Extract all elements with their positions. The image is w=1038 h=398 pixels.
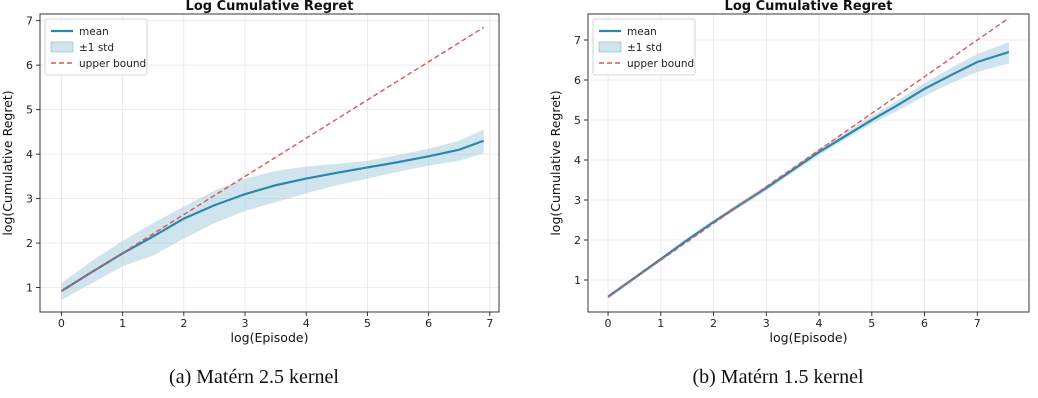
- y-tick-label: 6: [574, 74, 581, 87]
- upper-bound-line: [607, 17, 1010, 298]
- x-axis-label: log(Episode): [770, 330, 848, 345]
- x-axis-label: log(Episode): [231, 330, 309, 345]
- y-tick-label: 1: [574, 274, 581, 287]
- x-tick-label: 7: [486, 317, 493, 330]
- legend-label: ±1 std: [79, 42, 114, 54]
- std-band: [61, 129, 484, 300]
- x-tick-label: 1: [119, 317, 126, 330]
- upper-bound-line: [61, 26, 485, 292]
- y-tick-label: 6: [26, 59, 33, 72]
- x-tick-label: 4: [816, 317, 823, 330]
- x-tick-label: 3: [242, 317, 249, 330]
- legend-swatch-std: [598, 41, 622, 53]
- chart-title: Log Cumulative Regret: [186, 0, 354, 14]
- mean-line: [607, 50, 1010, 298]
- x-tick-label: 1: [657, 317, 664, 330]
- mean-line: [60, 139, 485, 293]
- x-tick-label: 0: [605, 317, 612, 330]
- legend-swatch-std: [50, 41, 74, 53]
- y-tick-label: 7: [26, 15, 33, 28]
- x-tick-label: 5: [868, 317, 875, 330]
- legend-box: [592, 18, 696, 76]
- y-tick-label: 2: [26, 237, 33, 250]
- y-tick-label: 4: [26, 148, 33, 161]
- plot-frame: [587, 13, 1030, 313]
- plot-frame: [39, 13, 500, 313]
- legend-label: mean: [79, 26, 109, 38]
- chart-b: 0 1 2 3 4 5 6 7 1 2 3 4 5 6 7 Log Cumulative Regret log(…: [548, 0, 1030, 345]
- x-tick-label: 2: [180, 317, 187, 330]
- legend-box: [44, 18, 148, 76]
- caption-a: (a) Matérn 2.5 kernel: [169, 366, 339, 388]
- x-tick-label: 4: [303, 317, 310, 330]
- x-tick-label: 3: [763, 317, 770, 330]
- x-tick-label: 7: [974, 317, 981, 330]
- x-tick-label: 2: [710, 317, 717, 330]
- y-tick-label: 2: [574, 234, 581, 247]
- x-tick-label: 6: [921, 317, 928, 330]
- legend-label: upper bound: [79, 58, 146, 70]
- chart-a: 0 1 2 3 4 5 6 7 1 2 3 4 5 6 7 Log Cumulative Regret log(…: [0, 0, 500, 345]
- x-tick-label: 5: [364, 317, 371, 330]
- y-tick-label: 4: [574, 154, 581, 167]
- y-tick-label: 1: [26, 282, 33, 295]
- y-axis-label: log(Cumulative Regret): [0, 90, 15, 235]
- std-band: [608, 42, 1009, 299]
- legend-label: mean: [627, 26, 657, 38]
- y-tick-label: 5: [26, 104, 33, 117]
- chart-title: Log Cumulative Regret: [725, 0, 893, 14]
- caption-b: (b) Matérn 1.5 kernel: [692, 366, 864, 388]
- legend-label: ±1 std: [627, 42, 662, 54]
- y-tick-label: 7: [574, 34, 581, 47]
- y-tick-label: 3: [26, 193, 33, 206]
- y-tick-label: 5: [574, 114, 581, 127]
- x-tick-label: 0: [58, 317, 65, 330]
- legend-label: upper bound: [627, 58, 694, 70]
- x-tick-label: 6: [425, 317, 432, 330]
- y-axis-label: log(Cumulative Regret): [548, 90, 563, 235]
- y-tick-label: 3: [574, 194, 581, 207]
